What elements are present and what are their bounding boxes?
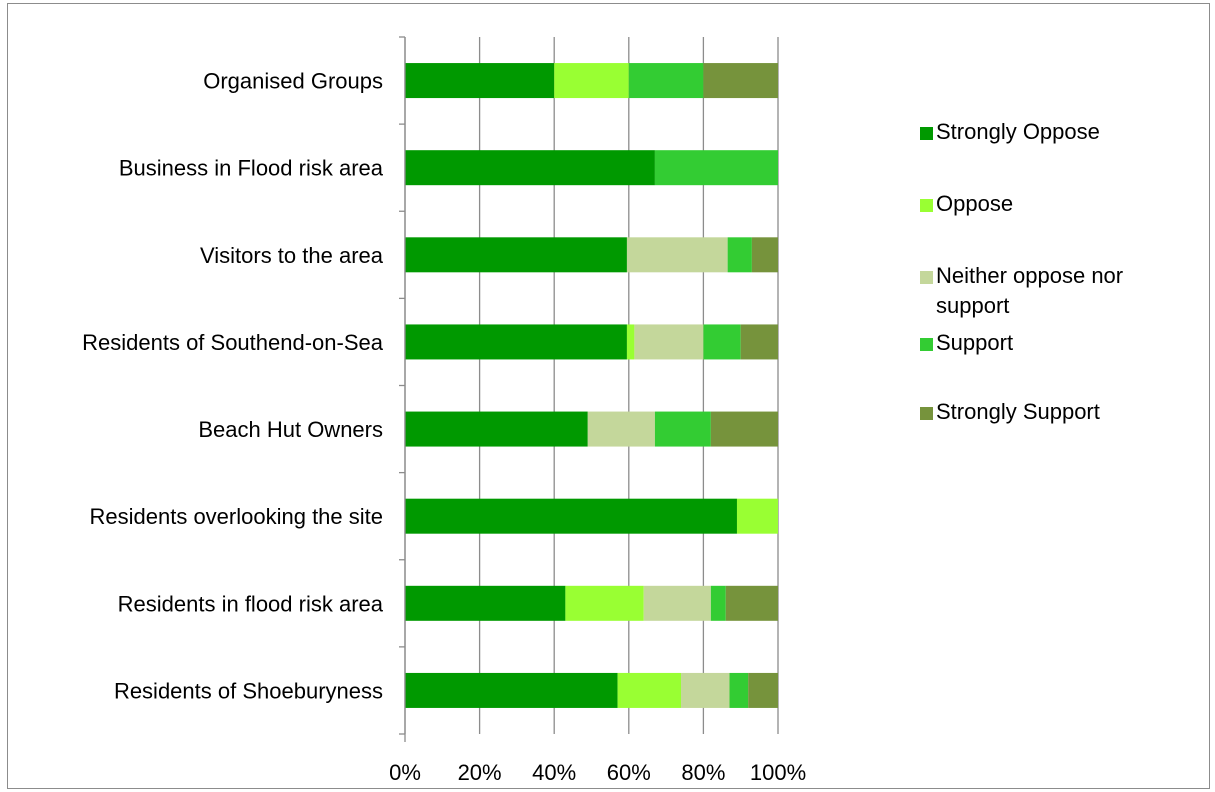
- bar-segment: [654, 411, 711, 447]
- bar-segment: [703, 63, 778, 99]
- legend-swatch: [920, 127, 933, 140]
- x-tick-label: 20%: [458, 760, 502, 785]
- bar-segment: [748, 672, 778, 708]
- bar-segment: [643, 585, 711, 621]
- bar-segment: [626, 324, 635, 360]
- category-label: Residents in flood risk area: [118, 591, 384, 616]
- bar-segment: [405, 324, 627, 360]
- legend-swatch: [920, 338, 933, 351]
- bar-segment: [736, 498, 778, 534]
- bar-segment: [729, 672, 749, 708]
- bar-segment: [703, 324, 741, 360]
- legend-swatch: [920, 271, 933, 284]
- chart-frame: [7, 3, 1210, 789]
- bar-segment: [634, 324, 704, 360]
- x-tick-label: 80%: [681, 760, 725, 785]
- bar-segment: [405, 150, 655, 186]
- bar-segment: [740, 324, 778, 360]
- category-label: Residents overlooking the site: [90, 504, 384, 529]
- bar-segment: [405, 672, 618, 708]
- bar-segment: [617, 672, 682, 708]
- legend-label: Oppose: [936, 191, 1013, 216]
- legend-label: Strongly Support: [936, 399, 1100, 424]
- bar-segment: [405, 237, 627, 273]
- legend-swatch: [920, 199, 933, 212]
- bar-segment: [751, 237, 778, 273]
- x-tick-label: 60%: [607, 760, 651, 785]
- category-label: Residents of Shoeburyness: [114, 678, 383, 703]
- bar-segment: [654, 150, 778, 186]
- x-tick-label: 40%: [532, 760, 576, 785]
- x-tick-label: 0%: [389, 760, 421, 785]
- category-label: Beach Hut Owners: [198, 417, 383, 442]
- bar-segment: [681, 672, 730, 708]
- bar-segment: [727, 237, 752, 273]
- x-tick-label: 100%: [750, 760, 806, 785]
- legend-label: Support: [936, 330, 1013, 355]
- legend-label: Strongly Oppose: [936, 119, 1100, 144]
- legend-swatch: [920, 407, 933, 420]
- category-label: Organised Groups: [203, 69, 383, 94]
- bar-segment: [587, 411, 655, 447]
- category-label: Visitors to the area: [200, 243, 384, 268]
- category-label: Residents of Southend-on-Sea: [82, 330, 384, 355]
- bar-segment: [628, 63, 704, 99]
- bar-segment: [626, 237, 728, 273]
- bar-segment: [405, 585, 566, 621]
- category-label: Business in Flood risk area: [119, 156, 384, 181]
- bar-segment: [725, 585, 778, 621]
- bar-segment: [565, 585, 644, 621]
- bar-segment: [710, 411, 778, 447]
- bar-segment: [554, 63, 629, 99]
- bar-segment: [710, 585, 726, 621]
- bar-segment: [405, 63, 555, 99]
- bar-segment: [405, 498, 737, 534]
- bar-segment: [405, 411, 588, 447]
- legend-label: Neither oppose nor support: [936, 263, 1123, 318]
